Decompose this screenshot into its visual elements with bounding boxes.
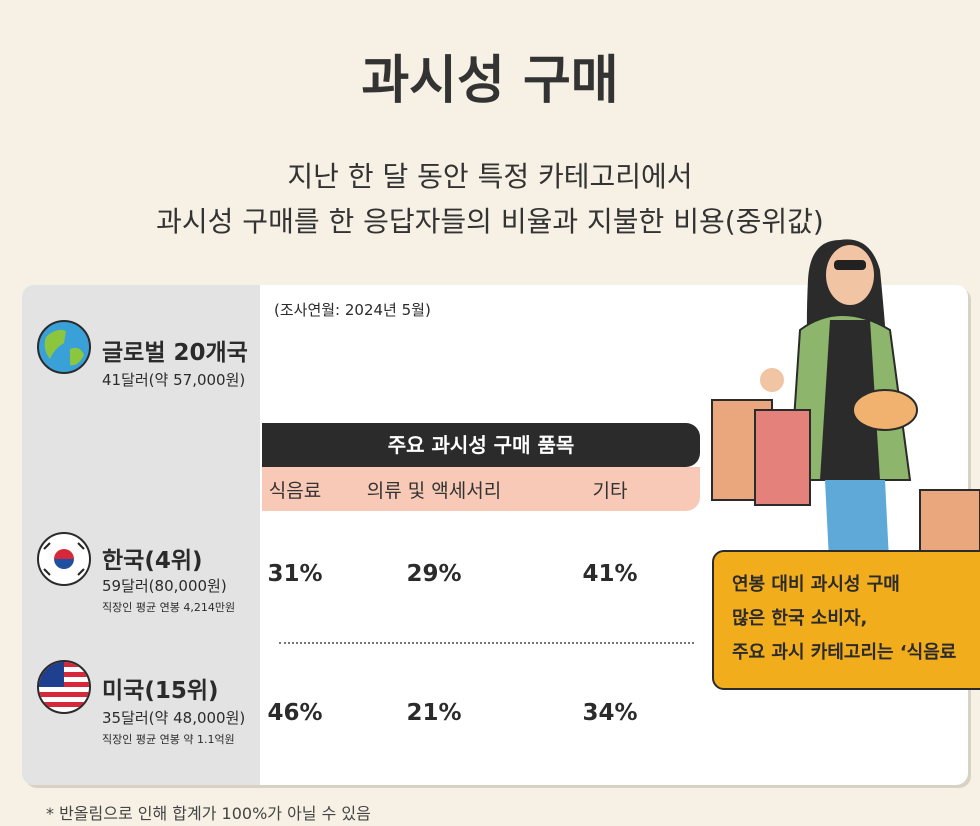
region-cost: 41달러(약 57,000원) — [102, 371, 246, 389]
us-flag-icon — [37, 660, 91, 714]
survey-date: (조사연월: 2024년 5월) — [274, 301, 431, 319]
region-name: 한국(4위) — [102, 548, 203, 574]
title: 과시성 구매 — [361, 51, 619, 111]
subtitle-line: 지난 한 달 동안 특정 카테고리에서 — [287, 160, 693, 193]
callout-line: 주요 과시 카테고리는 ‘식음료 — [732, 642, 957, 663]
region-name: 미국(15위) — [102, 678, 219, 704]
column-header: 의류 및 액세서리 — [366, 480, 502, 502]
row-divider — [279, 642, 694, 644]
table-cell: 29% — [406, 561, 462, 587]
region-cost: 59달러(80,000원) — [102, 577, 227, 595]
table-cell: 21% — [406, 700, 462, 726]
region-note: 직장인 평균 연봉 약 1.1억원 — [102, 733, 235, 746]
callout — [712, 550, 980, 690]
table-header: 주요 과시성 구매 품목 — [262, 423, 700, 467]
column-header: 식음료 — [268, 480, 322, 502]
table-cell: 41% — [582, 561, 638, 587]
globe-icon — [37, 320, 91, 374]
callout-line: 연봉 대비 과시성 구매 — [732, 574, 900, 595]
callout-line: 많은 한국 소비자, — [732, 608, 868, 629]
region-cost: 35달러(약 48,000원) — [102, 709, 246, 727]
region-note: 직장인 평균 연봉 4,214만원 — [102, 601, 236, 614]
column-header: 기타 — [592, 480, 628, 502]
korea-flag-icon — [37, 532, 91, 586]
table-cell: 31% — [267, 561, 323, 587]
footnote: * 반올림으로 인해 합계가 100%가 아닐 수 있음 — [46, 804, 371, 823]
column-header-bar — [262, 467, 700, 511]
subtitle-line: 과시성 구매를 한 응답자들의 비율과 지불한 비용(중위값) — [156, 205, 824, 238]
table-cell: 34% — [582, 700, 638, 726]
region-name: 글로벌 20개국 — [102, 340, 248, 366]
table-cell: 46% — [267, 700, 323, 726]
shopper-illustration — [711, 239, 980, 580]
